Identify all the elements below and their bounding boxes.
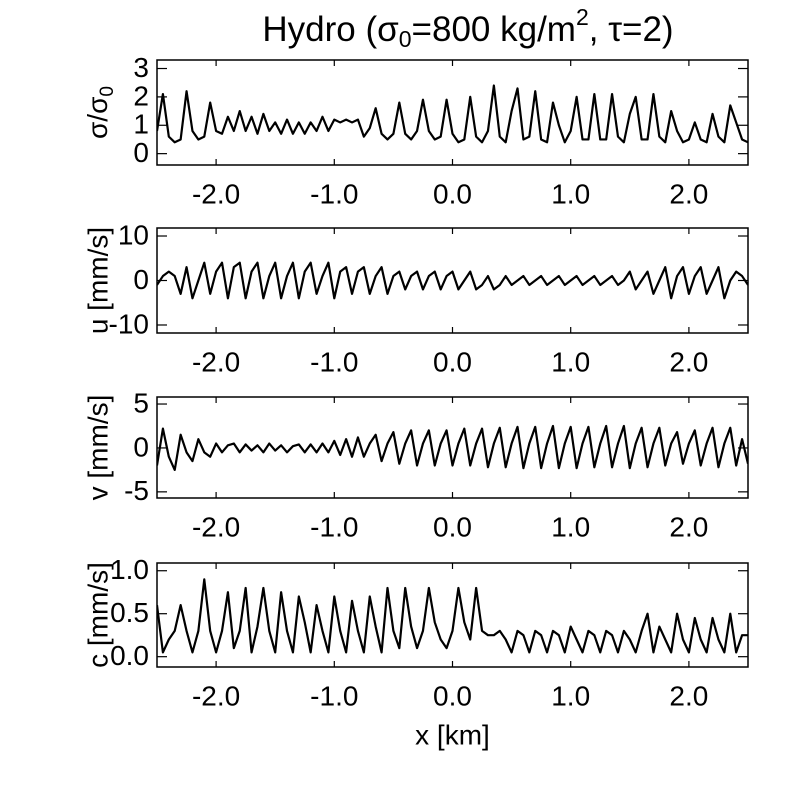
x-tick-label: 0.0 — [433, 178, 472, 209]
data-line — [157, 84, 748, 144]
plot-frame — [156, 59, 749, 166]
y-tick-label: 0 — [133, 431, 149, 462]
x-tick-label: -2.0 — [192, 178, 240, 209]
x-tick-label: -1.0 — [310, 680, 358, 711]
y-axis-label-part: 0 — [97, 86, 118, 97]
x-tick-label: 2.0 — [669, 680, 708, 711]
x-tick-label: 1.0 — [551, 680, 590, 711]
title-part: 0 — [399, 26, 412, 52]
chart-title: Hydro (σ0=800 kg/m2, τ=2) — [262, 4, 673, 52]
x-tick-label: 2.0 — [669, 346, 708, 377]
plot-frame — [156, 562, 749, 668]
y-tick-label: -5 — [124, 475, 149, 506]
title-part: Hydro (σ — [262, 10, 399, 49]
y-axis-label: u [mm/s] — [82, 227, 113, 334]
x-tick-label: -1.0 — [310, 346, 358, 377]
y-tick-label: 2 — [133, 80, 149, 111]
y-axis-label: σ/σ0 — [82, 86, 118, 139]
plot-frame — [156, 227, 749, 334]
x-tick-label: 2.0 — [669, 178, 708, 209]
y-tick-label: 10 — [118, 219, 149, 250]
data-line — [157, 424, 748, 471]
y-tick-label: 0.5 — [110, 597, 149, 628]
x-tick-label: 1.0 — [551, 511, 590, 542]
x-tick-label: 1.0 — [551, 346, 590, 377]
y-axis-label-part: σ/σ — [82, 97, 113, 139]
data-line — [157, 261, 748, 300]
plot-frame — [156, 396, 749, 499]
title-part: 2 — [576, 4, 589, 30]
x-axis-label: x [km] — [415, 719, 490, 750]
title-part: , τ=2) — [589, 10, 674, 49]
y-tick-label: 1 — [133, 109, 149, 140]
y-tick-label: 0 — [133, 137, 149, 168]
x-tick-label: 0.0 — [433, 511, 472, 542]
y-tick-label: 0.0 — [110, 640, 149, 671]
x-tick-label: -1.0 — [310, 178, 358, 209]
y-axis-label: c [mm/s] — [82, 562, 113, 668]
data-line — [157, 578, 748, 654]
y-axis-label: v [mm/s] — [82, 395, 113, 501]
y-tick-label: 1.0 — [110, 554, 149, 585]
title-part: =800 kg/m — [412, 10, 576, 49]
x-tick-label: -2.0 — [192, 680, 240, 711]
x-tick-label: -2.0 — [192, 346, 240, 377]
y-tick-label: 5 — [133, 387, 149, 418]
y-tick-label: 0 — [133, 264, 149, 295]
x-tick-label: 0.0 — [433, 680, 472, 711]
x-tick-label: 1.0 — [551, 178, 590, 209]
y-tick-label: 3 — [133, 52, 149, 83]
x-tick-label: -1.0 — [310, 511, 358, 542]
x-tick-label: 0.0 — [433, 346, 472, 377]
x-tick-label: -2.0 — [192, 511, 240, 542]
y-tick-label: -10 — [109, 308, 149, 339]
x-tick-label: 2.0 — [669, 511, 708, 542]
